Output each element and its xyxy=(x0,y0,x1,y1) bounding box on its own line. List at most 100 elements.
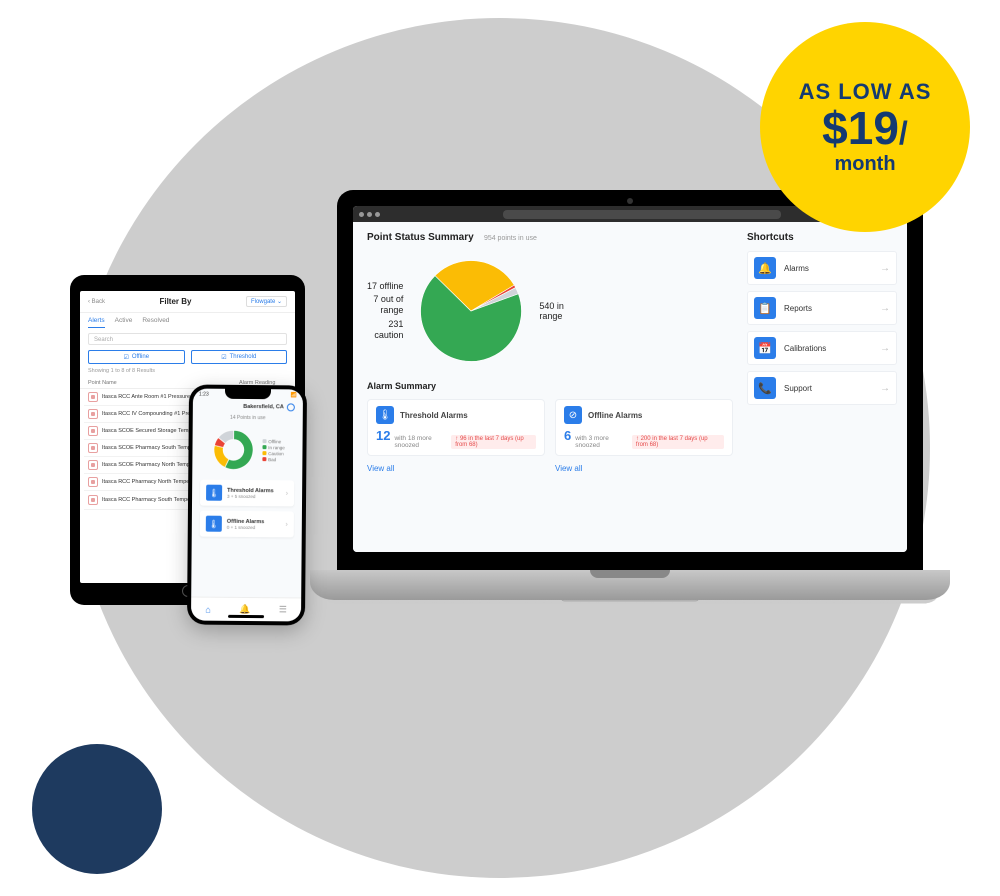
alarm-card-icon: ⊘ xyxy=(564,406,582,424)
alarm-card-title: Offline Alarms xyxy=(588,411,642,420)
shortcuts-list: 🔔Alarms→📋Reports→📅Calibrations→📞Support→ xyxy=(747,251,897,405)
legend-swatch xyxy=(262,451,266,455)
legend-label: Bad xyxy=(268,457,276,462)
shortcut-support[interactable]: 📞 Support → xyxy=(747,371,897,405)
legend-swatch xyxy=(262,445,266,449)
window-dot xyxy=(367,212,372,217)
badge-price: $19/ xyxy=(822,105,908,151)
alarm-trend: ↑ 200 in the last 7 days (up from 68) xyxy=(632,435,724,449)
legend-swatch xyxy=(262,439,266,443)
point-status-subtitle: 954 points in use xyxy=(484,235,537,242)
view-all-link[interactable]: View all xyxy=(555,464,733,473)
alarm-card-title: Threshold Alarms xyxy=(400,411,468,420)
alarm-card[interactable]: ⊘ Offline Alarms 6 with 3 more snoozed ↑ 20… xyxy=(555,399,733,456)
laptop-device: Point Status Summary 954 points in use 1… xyxy=(310,190,950,600)
alert-icon xyxy=(88,495,98,505)
url-bar[interactable] xyxy=(503,210,781,219)
laptop-screen: Point Status Summary 954 points in use 1… xyxy=(337,190,923,570)
price-badge: AS LOW AS $19/ month xyxy=(760,22,970,232)
phone-alarm-card[interactable]: 🌡 Threshold Alarms3 + 5 snoozed › xyxy=(200,480,294,507)
legend-label: Caution xyxy=(268,451,284,456)
search-input[interactable]: Search xyxy=(88,333,287,345)
phone-points-in-use: 14 Points in use xyxy=(193,413,303,426)
card-sub: 0 + 1 snoozed xyxy=(227,524,264,529)
card-icon: 🌡 xyxy=(206,516,222,532)
phone-screen: 1:23 📶 Bakersfield, CA 14 Points in use … xyxy=(191,389,303,622)
view-all-link[interactable]: View all xyxy=(367,464,545,473)
phone-location: Bakersfield, CA xyxy=(243,404,284,410)
card-icon: 🌡 xyxy=(206,485,222,501)
phone-icon: 📞 xyxy=(754,377,776,399)
tab-resolved[interactable]: Resolved xyxy=(142,317,169,328)
window-dot xyxy=(375,212,380,217)
clipboard-icon: 📋 xyxy=(754,297,776,319)
phone-device: 1:23 📶 Bakersfield, CA 14 Points in use … xyxy=(187,384,307,625)
chevron-right-icon: › xyxy=(285,521,287,528)
alarm-snoozed: with 3 more snoozed xyxy=(575,435,628,449)
nav-points[interactable]: ☰ xyxy=(279,604,287,615)
legend-item: Caution xyxy=(262,451,285,456)
shortcuts-title: Shortcuts xyxy=(747,232,897,243)
alarm-trend: ↑ 96 in the last 7 days (up from 68) xyxy=(451,435,536,449)
home-indicator xyxy=(228,615,264,618)
back-button[interactable]: ‹ Back xyxy=(88,299,105,305)
card-title: Threshold Alarms xyxy=(227,487,274,493)
bell-icon: 🔔 xyxy=(754,257,776,279)
legend-item: In range xyxy=(262,445,285,450)
alarm-icon: 🔔 xyxy=(239,604,250,615)
phone-donut-chart xyxy=(210,427,256,473)
alert-icon xyxy=(88,460,98,470)
alarm-card-icon: 🌡 xyxy=(376,406,394,424)
alarm-snoozed: with 18 more snoozed xyxy=(394,435,447,449)
shortcut-alarms[interactable]: 🔔Alarms→ xyxy=(747,251,897,285)
points-icon: ☰ xyxy=(279,604,287,615)
alert-icon xyxy=(88,426,98,436)
shortcut-label: Reports xyxy=(784,304,812,313)
alarm-count: 6 xyxy=(564,428,571,443)
card-title: Offline Alarms xyxy=(227,518,264,524)
point-status-pie-chart xyxy=(411,251,531,371)
point-status-title: Point Status Summary xyxy=(367,232,474,243)
alert-icon xyxy=(88,409,98,419)
alarm-cards: 🌡 Threshold Alarms 12 with 18 more snoozed… xyxy=(367,399,733,456)
results-count: Showing 1 to 8 of 8 Results xyxy=(80,364,295,378)
alarm-card[interactable]: 🌡 Threshold Alarms 12 with 18 more snoozed… xyxy=(367,399,545,456)
shortcut-label: Alarms xyxy=(784,264,809,273)
legend-label: In range xyxy=(268,445,285,450)
alert-icon xyxy=(88,392,98,402)
nav-dashboard[interactable]: ⌂ xyxy=(205,604,211,614)
phone-signal-icon: 📶 xyxy=(291,392,297,398)
filter-title: Filter By xyxy=(105,297,246,306)
arrow-icon: → xyxy=(880,303,890,314)
laptop-base xyxy=(310,570,950,600)
alarm-count: 12 xyxy=(376,428,390,443)
badge-period: month xyxy=(834,153,895,176)
navy-accent-circle xyxy=(32,744,162,874)
location-icon[interactable] xyxy=(287,403,295,411)
alarm-summary-title: Alarm Summary xyxy=(367,381,733,391)
alert-icon xyxy=(88,477,98,487)
nav-alarms[interactable]: 🔔 xyxy=(239,604,250,615)
filter-selector[interactable]: Flowgate ⌄ xyxy=(246,296,287,307)
shortcut-label: Support xyxy=(784,384,812,393)
shortcut-reports[interactable]: 📋 Reports → xyxy=(747,291,897,325)
arrow-icon: → xyxy=(880,383,890,394)
tab-active[interactable]: Active xyxy=(115,317,133,328)
legend-item: Offline xyxy=(262,439,285,444)
filter-threshold-button[interactable]: ☑ Threshold xyxy=(191,350,288,364)
phone-notch xyxy=(225,389,271,399)
arrow-icon: → xyxy=(880,343,890,354)
legend-swatch xyxy=(262,457,266,461)
shortcut-calibrations[interactable]: 📅 Calibrations → xyxy=(747,331,897,365)
calendar-icon: 📅 xyxy=(754,337,776,359)
filter-offline-button[interactable]: ☑ Offline xyxy=(88,350,185,364)
legend-label: Offline xyxy=(268,439,281,444)
dashboard-icon: ⌂ xyxy=(205,604,211,614)
chevron-right-icon: › xyxy=(286,490,288,497)
window-dot xyxy=(359,212,364,217)
card-sub: 3 + 5 snoozed xyxy=(227,493,274,498)
phone-alarm-card[interactable]: 🌡 Offline Alarms0 + 1 snoozed › xyxy=(200,511,294,538)
tab-alerts[interactable]: Alerts xyxy=(88,317,105,328)
shortcut-label: Calibrations xyxy=(784,344,826,353)
pie-labels-left: 17 offline 7 out of range 231 caution xyxy=(367,279,403,343)
